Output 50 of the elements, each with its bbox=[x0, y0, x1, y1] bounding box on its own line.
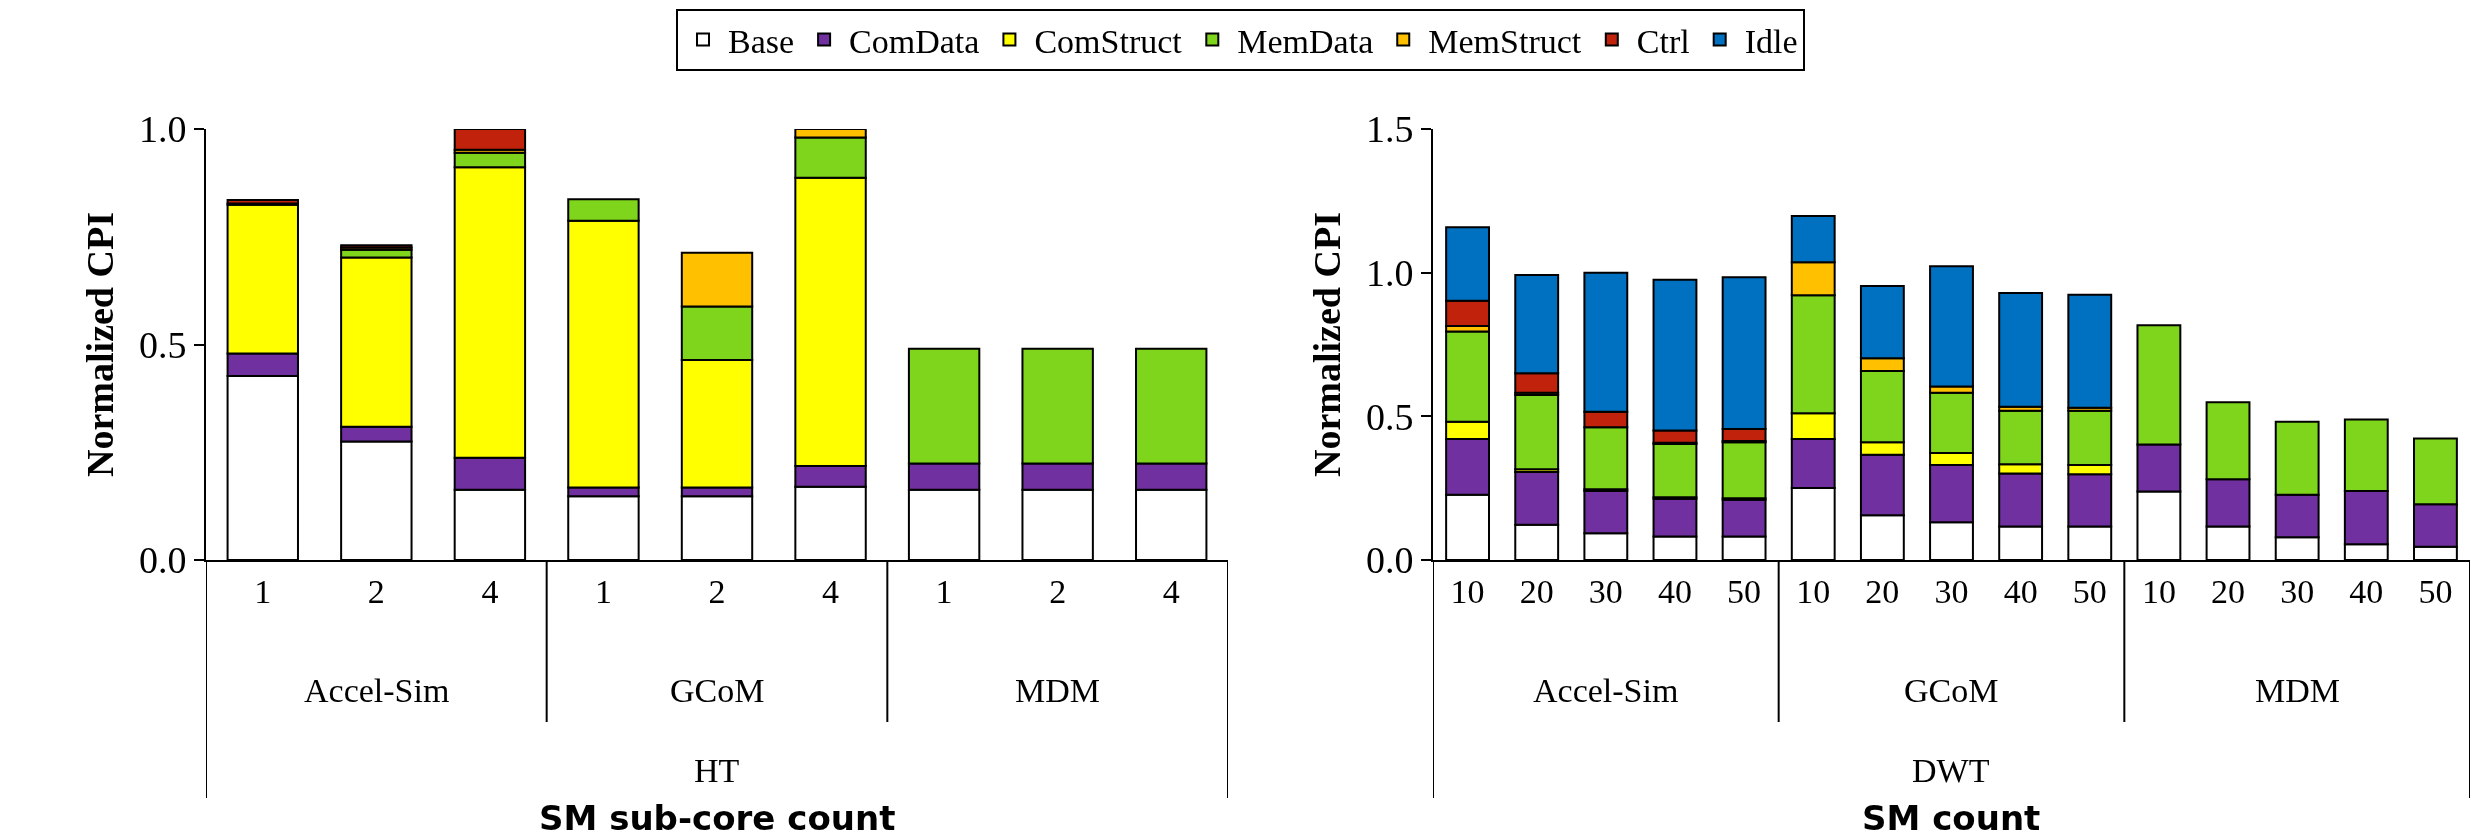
x-tick-label: 50 bbox=[1727, 572, 1762, 610]
text: MDM bbox=[1015, 672, 1101, 709]
y-tick-label: 1.5 bbox=[1365, 108, 1414, 151]
x-tick-label: 40 bbox=[2003, 572, 2038, 610]
x-tick-label: 10 bbox=[1796, 572, 1831, 610]
x-tick-label: 1 bbox=[935, 572, 953, 610]
x-tick-label: 40 bbox=[1657, 572, 1692, 610]
text: MDM bbox=[2255, 672, 2341, 709]
x-tick-label: 2 bbox=[1049, 572, 1067, 610]
y-tick-label: 0.0 bbox=[138, 539, 187, 582]
text: Accel-Sim bbox=[1533, 672, 1679, 709]
x-tick-label: 2 bbox=[367, 572, 385, 610]
legend-label: ComStruct bbox=[1034, 22, 1183, 60]
legend-label: MemStruct bbox=[1428, 22, 1582, 60]
x-tick-label: 2 bbox=[708, 572, 726, 610]
y-tick-label: 1.0 bbox=[138, 108, 187, 151]
text: Accel-Sim bbox=[304, 672, 450, 709]
legend-label: MemData bbox=[1237, 22, 1374, 60]
y-tick-label: 0.5 bbox=[1365, 395, 1414, 438]
x-axis-title: SM sub-core count bbox=[539, 798, 896, 838]
y-axis-title: Normalized CPI bbox=[78, 212, 121, 477]
y-tick-label: 0.5 bbox=[138, 323, 187, 366]
x-tick-label: 20 bbox=[1519, 572, 1554, 610]
x-axis-title: SM count bbox=[1862, 798, 2041, 838]
x-tick-label: 10 bbox=[1450, 572, 1485, 610]
x-tick-label: 30 bbox=[1934, 572, 1969, 610]
text: HT bbox=[694, 752, 740, 789]
x-tick-label: 50 bbox=[2418, 572, 2453, 610]
text: GCoM bbox=[670, 672, 765, 709]
x-tick-label: 4 bbox=[1162, 572, 1180, 610]
text: DWT bbox=[1912, 752, 1990, 789]
x-tick-label: 1 bbox=[254, 572, 272, 610]
x-tick-label: 10 bbox=[2141, 572, 2176, 610]
x-tick-label: 20 bbox=[1865, 572, 1900, 610]
x-tick-label: 4 bbox=[481, 572, 499, 610]
legend-label: Ctrl bbox=[1636, 22, 1690, 60]
x-tick-label: 50 bbox=[2072, 572, 2107, 610]
legend-label: Idle bbox=[1744, 22, 1798, 60]
text: GCoM bbox=[1904, 672, 1999, 709]
x-tick-label: 30 bbox=[1588, 572, 1623, 610]
y-tick-label: 0.0 bbox=[1365, 539, 1414, 582]
x-tick-label: 30 bbox=[2280, 572, 2315, 610]
x-tick-label: 1 bbox=[594, 572, 612, 610]
y-axis-title: Normalized CPI bbox=[1305, 212, 1348, 477]
x-tick-label: 4 bbox=[822, 572, 840, 610]
legend-label: Base bbox=[728, 22, 795, 60]
y-tick-label: 1.0 bbox=[1365, 251, 1414, 294]
x-tick-label: 40 bbox=[2349, 572, 2384, 610]
legend-label: ComData bbox=[849, 22, 980, 60]
x-tick-label: 20 bbox=[2211, 572, 2246, 610]
